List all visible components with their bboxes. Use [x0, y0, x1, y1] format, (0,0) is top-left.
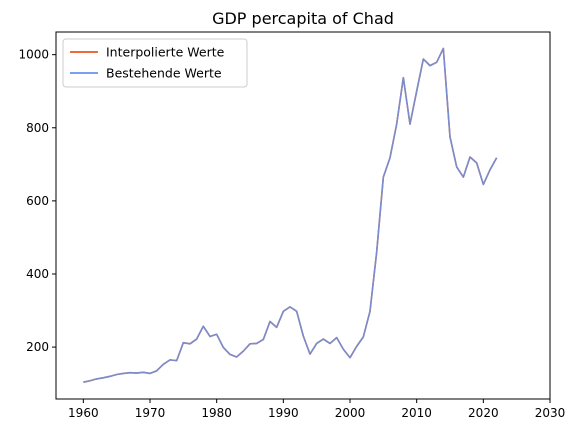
series-lines [83, 47, 498, 383]
chart-title: GDP percapita of Chad [212, 9, 394, 28]
x-tick-label: 1960 [68, 406, 99, 420]
x-axis: 1960 1970 1980 1990 2000 2010 2020 2030 [68, 399, 565, 420]
y-tick-label: 600 [26, 194, 49, 208]
series-line-interpolated [83, 47, 498, 383]
x-tick-label: 2030 [535, 406, 566, 420]
x-tick-label: 1980 [201, 406, 232, 420]
x-tick-label: 1990 [268, 406, 299, 420]
x-tick-label: 2020 [468, 406, 499, 420]
legend-box [62, 38, 248, 88]
x-tick-label: 1970 [135, 406, 166, 420]
y-axis: 200 400 600 800 1000 [18, 48, 56, 354]
legend: Interpolierte Werte Bestehende Werte [62, 38, 248, 88]
legend-label: Interpolierte Werte [106, 45, 225, 60]
series-line-existing [83, 47, 498, 383]
y-tick-label: 400 [26, 267, 49, 281]
y-tick-label: 200 [26, 340, 49, 354]
legend-label: Bestehende Werte [106, 66, 222, 81]
y-tick-label: 800 [26, 121, 49, 135]
x-tick-label: 2000 [335, 406, 366, 420]
y-tick-label: 1000 [18, 48, 49, 62]
plot-area-frame [55, 31, 551, 400]
x-tick-label: 2010 [401, 406, 432, 420]
